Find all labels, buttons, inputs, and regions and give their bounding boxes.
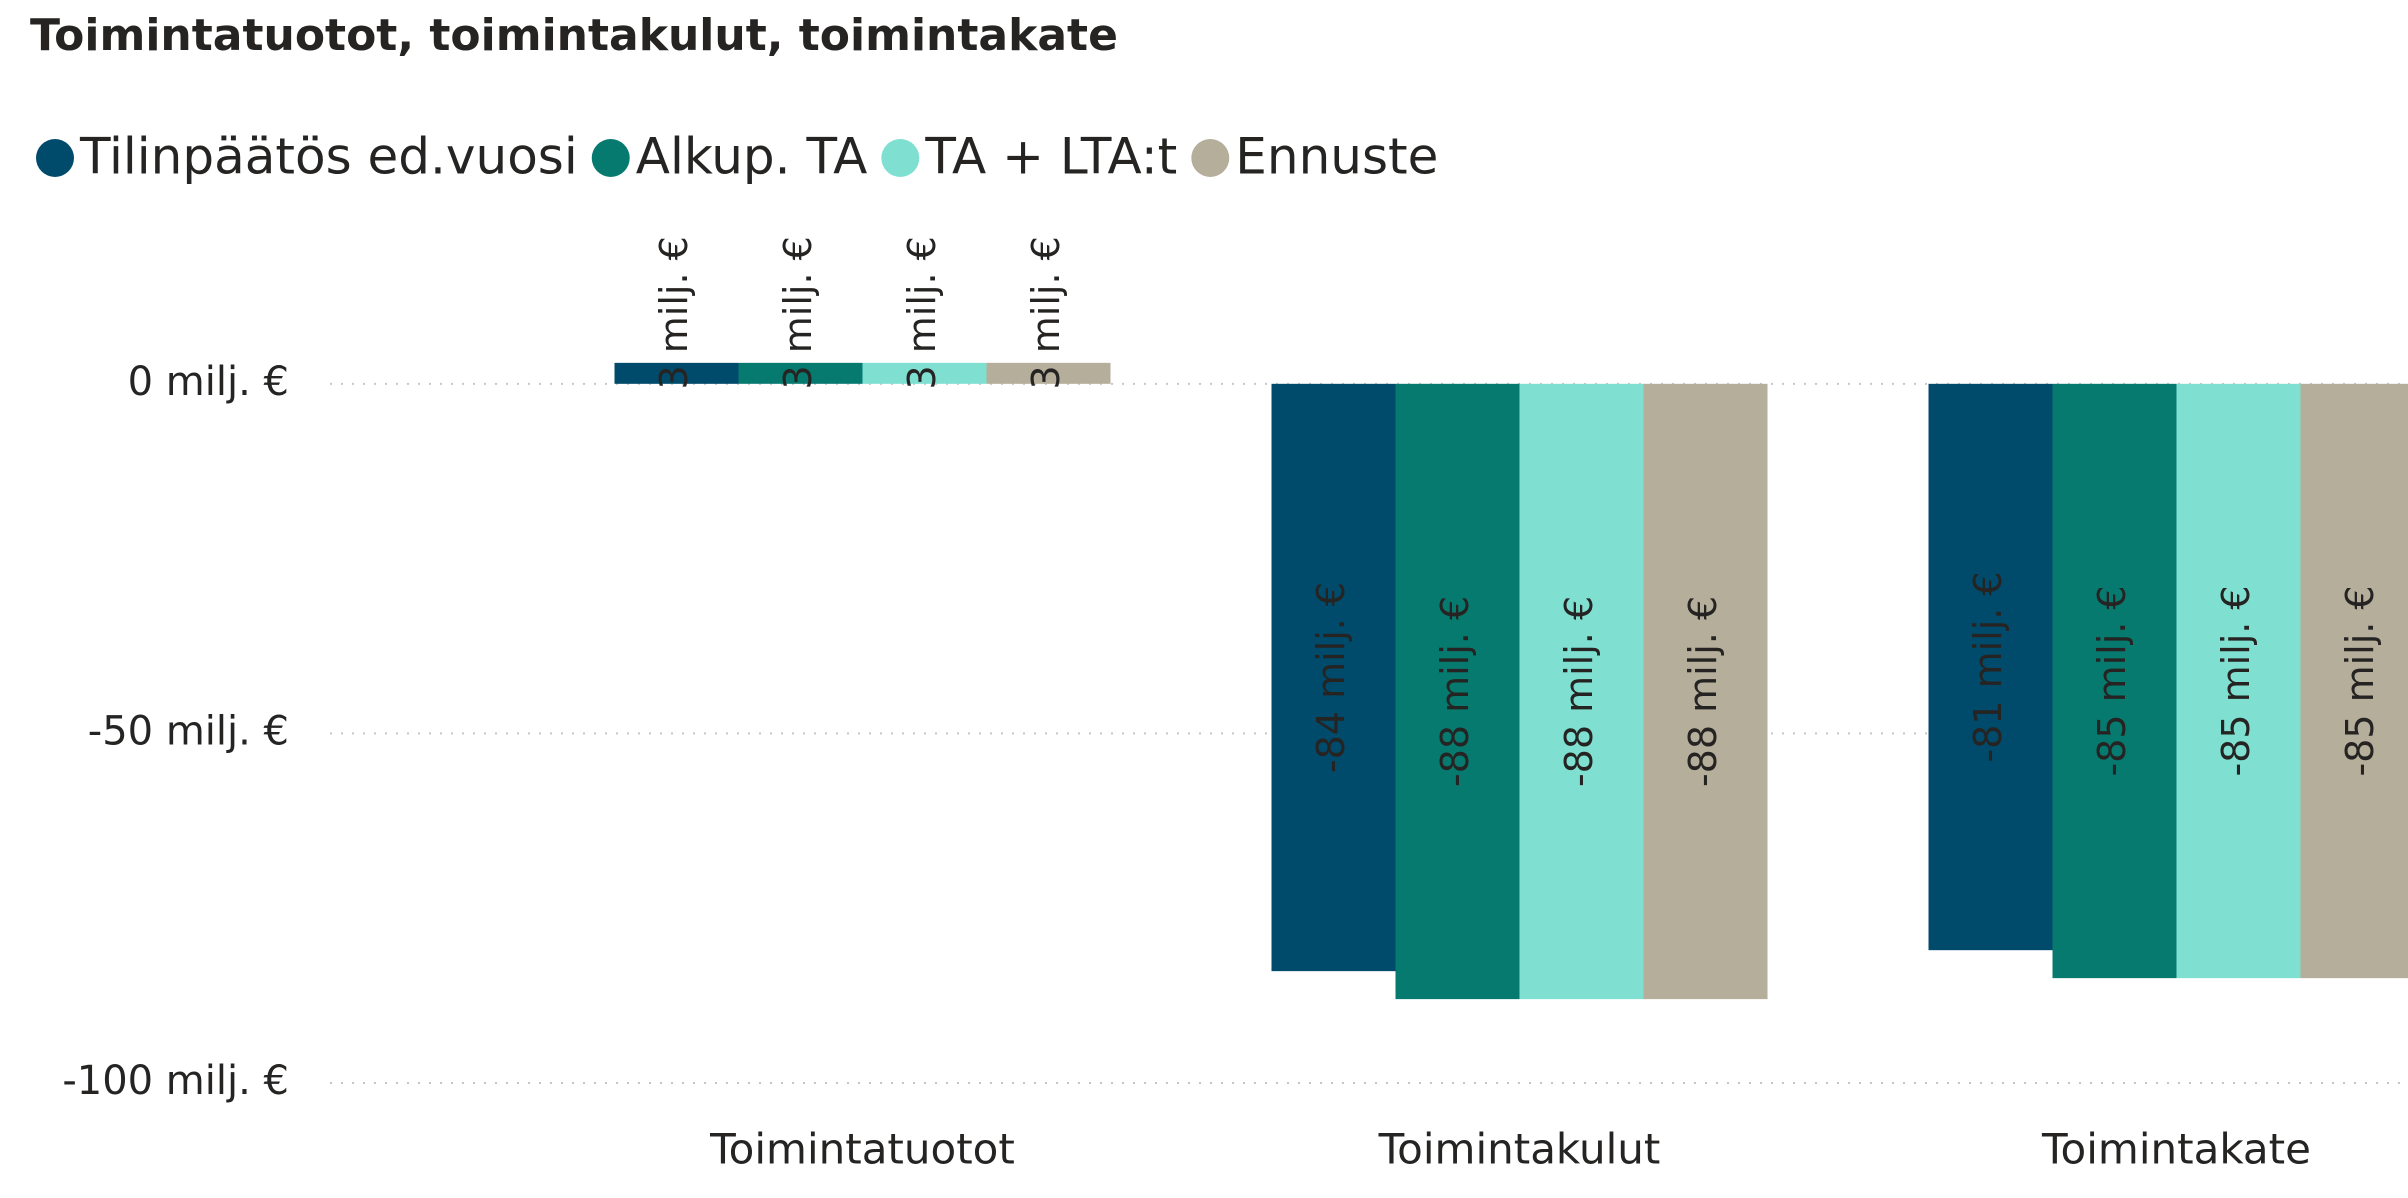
- data-label: -81 milj. €: [1966, 571, 2010, 762]
- x-tick-label: Toimintakulut: [1378, 1125, 1661, 1174]
- chart-title: Toimintatuotot, toimintakulut, toimintak…: [30, 10, 1118, 61]
- data-label: 3 milj. €: [900, 236, 944, 389]
- legend-label: Alkup. TA: [636, 128, 868, 186]
- bar: [986, 362, 1111, 384]
- y-tick-label: -100 milj. €: [62, 1058, 289, 1104]
- bar: [738, 362, 863, 384]
- data-label: 3 milj. €: [776, 236, 820, 389]
- bar: [2300, 383, 2408, 979]
- legend-label: TA + LTA:t: [924, 128, 1177, 186]
- bar: [614, 362, 739, 384]
- data-label: -88 milj. €: [1433, 596, 1477, 787]
- legend-label: Ennuste: [1235, 128, 1438, 186]
- bar: [862, 362, 987, 384]
- bar: [1643, 383, 1768, 1000]
- bar: [1519, 383, 1644, 1000]
- bar: [2052, 383, 2177, 979]
- y-tick-label: -50 milj. €: [88, 708, 289, 754]
- bar: [2176, 383, 2301, 979]
- legend-marker: [1191, 139, 1230, 177]
- legend-marker: [36, 139, 74, 177]
- data-label: -88 milj. €: [1681, 596, 1725, 787]
- x-tick-label: Toimintatuotot: [709, 1125, 1015, 1174]
- data-label: 3 milj. €: [1024, 236, 1068, 389]
- x-tick-label: Toimintakate: [2041, 1125, 2311, 1174]
- data-label: 3 milj. €: [652, 236, 696, 389]
- data-label: -84 milj. €: [1309, 582, 1353, 773]
- bar: [1271, 383, 1396, 972]
- bar: [1395, 383, 1520, 1000]
- data-label: -88 milj. €: [1557, 596, 1601, 787]
- legend-marker: [881, 139, 920, 177]
- legend-label: Tilinpäätös ed.vuosi: [79, 128, 578, 186]
- data-label: -85 milj. €: [2338, 585, 2382, 776]
- data-label: -85 milj. €: [2214, 585, 2258, 776]
- legend-marker: [591, 139, 630, 177]
- bar: [1928, 383, 2053, 951]
- data-label: -85 milj. €: [2090, 585, 2134, 776]
- y-tick-label: 0 milj. €: [128, 359, 289, 405]
